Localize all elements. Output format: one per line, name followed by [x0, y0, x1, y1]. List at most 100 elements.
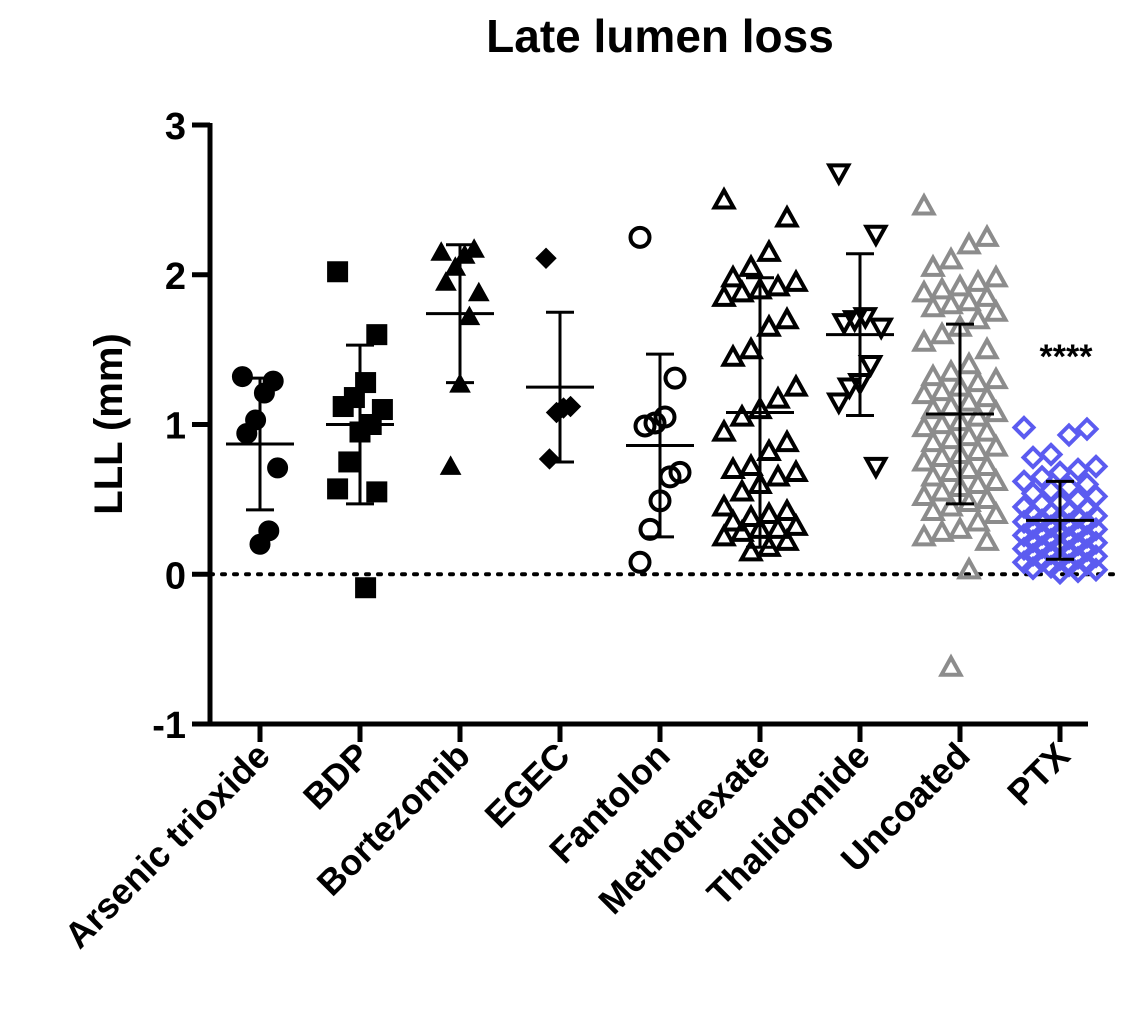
data-point	[929, 377, 955, 402]
data-point	[338, 451, 360, 473]
data-point	[1038, 442, 1064, 467]
data-point	[633, 414, 657, 438]
data-point	[929, 410, 955, 435]
data-point	[366, 481, 388, 503]
data-point	[920, 428, 946, 453]
data-point	[938, 358, 964, 382]
data-point	[738, 538, 764, 562]
data-point	[965, 437, 991, 462]
data-point	[711, 523, 737, 547]
x-tick-label: PTX	[999, 735, 1077, 813]
data-point	[756, 238, 782, 262]
data-point	[327, 261, 349, 283]
data-point	[628, 550, 652, 574]
data-point	[1065, 558, 1091, 584]
data-point	[783, 268, 809, 292]
data-point	[929, 478, 955, 502]
data-point	[738, 503, 764, 527]
data-point	[965, 403, 991, 427]
data-point	[938, 425, 964, 450]
data-point	[643, 411, 667, 435]
data-point	[439, 455, 462, 475]
data-point	[535, 247, 557, 269]
data-point	[965, 508, 991, 532]
data-point	[756, 500, 782, 524]
data-point	[249, 533, 271, 555]
y-tick-label: 3	[165, 106, 186, 148]
data-point	[965, 268, 991, 292]
data-point	[857, 355, 884, 379]
data-point	[868, 317, 895, 341]
data-point	[965, 470, 991, 494]
data-point	[929, 443, 955, 468]
data-point	[974, 223, 1000, 247]
data-point	[911, 448, 937, 472]
data-point	[756, 313, 782, 337]
x-tick-label: BDP	[295, 735, 378, 818]
data-point	[920, 362, 946, 387]
data-point	[765, 273, 791, 297]
data-point	[974, 485, 1000, 509]
data-point	[956, 455, 982, 480]
data-point	[938, 246, 964, 270]
data-point	[738, 336, 764, 360]
data-point	[1020, 445, 1046, 470]
data-point	[366, 324, 388, 346]
data-point	[1047, 560, 1073, 586]
data-point	[983, 298, 1009, 322]
data-point	[711, 283, 737, 307]
data-point	[825, 163, 852, 187]
data-point	[1011, 415, 1037, 440]
data-point	[911, 328, 937, 352]
data-point	[783, 512, 809, 536]
data-point	[929, 276, 955, 300]
data-point	[1065, 457, 1091, 482]
data-point	[911, 523, 937, 547]
data-point	[911, 380, 937, 405]
data-point	[983, 365, 1009, 390]
y-axis-label: LLL (mm)	[87, 333, 131, 514]
x-tick-label: Arsenic trioxide	[56, 735, 277, 956]
data-point	[938, 493, 964, 517]
data-point	[729, 478, 755, 502]
data-point	[983, 398, 1009, 423]
data-point	[327, 478, 349, 500]
data-point	[711, 186, 737, 210]
data-point	[974, 336, 1000, 360]
data-point	[1029, 464, 1055, 490]
data-point	[911, 413, 937, 438]
data-point	[355, 577, 377, 599]
data-point	[720, 455, 746, 480]
data-point	[929, 518, 955, 542]
data-point	[765, 515, 791, 539]
data-point	[774, 527, 800, 551]
data-point	[974, 527, 1000, 551]
data-point	[938, 458, 964, 483]
data-point	[435, 271, 457, 291]
data-point	[738, 253, 764, 277]
data-point	[911, 192, 937, 216]
data-point	[974, 418, 1000, 442]
data-point	[711, 418, 737, 442]
y-tick-label: 0	[165, 555, 186, 597]
data-point	[756, 437, 782, 462]
data-point	[458, 305, 481, 326]
data-point	[430, 241, 453, 261]
data-point	[720, 343, 746, 367]
data-point	[974, 283, 1000, 307]
data-point	[1074, 416, 1100, 442]
data-point	[920, 395, 946, 420]
data-point	[467, 281, 490, 302]
data-point	[920, 253, 946, 277]
y-tick-label: 1	[165, 406, 186, 448]
data-point	[920, 294, 946, 318]
data-point	[253, 382, 275, 404]
data-point	[947, 515, 973, 539]
data-point	[267, 457, 289, 479]
data-point	[628, 225, 652, 249]
data-point	[711, 493, 737, 517]
data-point	[729, 279, 755, 303]
data-point	[956, 350, 982, 375]
data-point	[738, 452, 764, 477]
data-point	[983, 264, 1009, 288]
